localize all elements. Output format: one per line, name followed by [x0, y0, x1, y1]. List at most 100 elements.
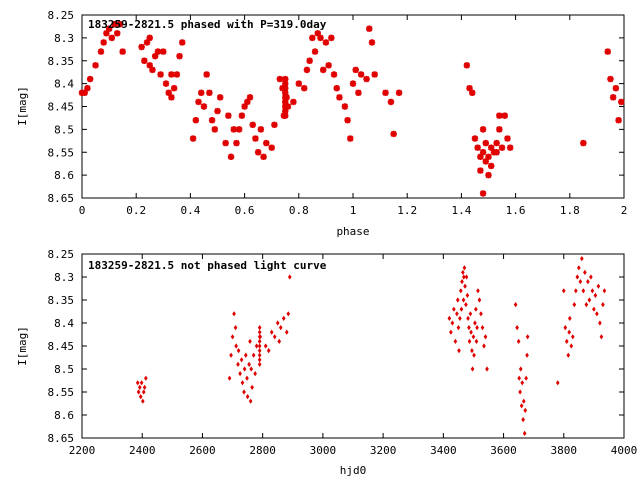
data-point — [449, 329, 453, 335]
data-point — [607, 75, 614, 83]
data-point — [387, 98, 395, 106]
data-point — [235, 126, 243, 133]
x-ticks: 0 0.2 0.4 0.6 0.8 1 1.2 1.4 1.6 1.8 2 — [79, 15, 628, 217]
data-point — [466, 315, 470, 321]
data-point — [269, 329, 274, 335]
data-point — [168, 71, 175, 78]
data-point — [248, 338, 252, 344]
data-point — [254, 343, 259, 349]
x-tick-label: 0.2 — [126, 204, 146, 217]
phased-light-curve-panel: 0 0.2 0.4 0.6 0.8 1 1.2 1.4 1.6 1.8 2 8.258.38.358… — [16, 9, 627, 238]
data-point — [139, 380, 144, 386]
data-point — [504, 135, 511, 142]
data-point — [485, 171, 492, 179]
data-point — [470, 348, 474, 354]
plot-frame — [81, 253, 625, 439]
data-point — [456, 325, 461, 331]
data-point — [257, 357, 262, 363]
data-point — [480, 325, 485, 331]
data-point — [474, 144, 481, 151]
data-point — [590, 288, 595, 294]
data-point — [227, 153, 235, 161]
data-point — [479, 126, 487, 133]
data-point — [587, 297, 592, 303]
data-point — [461, 297, 466, 303]
data-point — [236, 361, 240, 367]
data-point — [522, 430, 527, 436]
data-point — [450, 320, 455, 326]
data-point — [282, 89, 289, 96]
data-point — [225, 112, 232, 119]
data-point — [97, 48, 105, 55]
data-point — [245, 394, 250, 400]
data-point — [86, 75, 94, 83]
data-point — [471, 334, 476, 340]
data-point — [564, 338, 569, 344]
data-point — [260, 153, 267, 161]
x-tick-label: 1 — [350, 204, 357, 217]
data-point — [242, 366, 247, 372]
data-point — [232, 311, 236, 317]
x-tick-label: 3200 — [370, 444, 397, 457]
data-point — [257, 329, 262, 335]
data-point — [257, 338, 262, 344]
data-point — [282, 98, 289, 106]
data-point — [211, 126, 218, 133]
data-point — [523, 407, 528, 413]
data-point — [271, 121, 278, 128]
data-point — [455, 311, 459, 317]
data-point — [482, 158, 489, 165]
data-point — [609, 94, 617, 101]
data-point — [453, 338, 458, 344]
x-tick-label: 1.6 — [506, 204, 526, 217]
data-point — [474, 338, 479, 344]
data-point — [200, 103, 208, 110]
data-point — [586, 279, 590, 285]
data-point — [479, 311, 483, 317]
data-point — [244, 98, 251, 106]
data-point — [287, 274, 292, 280]
data-point — [466, 85, 473, 92]
x-tick-label: 2600 — [189, 444, 216, 457]
data-point — [136, 389, 141, 395]
data-point — [462, 265, 467, 271]
data-point — [105, 25, 113, 32]
data-point — [488, 144, 495, 151]
data-point — [283, 94, 290, 101]
x-tick-label: 3600 — [490, 444, 517, 457]
data-point — [349, 80, 357, 87]
data-point — [282, 112, 289, 119]
x-tick-label: 1.2 — [397, 204, 417, 217]
data-point — [525, 352, 529, 358]
data-point — [247, 361, 251, 367]
data-point — [214, 107, 221, 115]
data-point — [257, 352, 262, 358]
data-point — [501, 112, 508, 119]
chart-title: 183259-2821.5 phased with P=319.0day — [88, 18, 327, 31]
x-tick-label: 2 — [621, 204, 628, 217]
data-point — [92, 62, 99, 69]
data-point — [567, 315, 572, 321]
data-point — [100, 39, 107, 46]
data-point — [477, 153, 484, 161]
x-tick-label: 1.4 — [451, 204, 471, 217]
data-point — [593, 292, 598, 298]
data-point — [468, 311, 473, 317]
data-point — [173, 71, 181, 78]
data-point — [390, 130, 397, 138]
data-point — [347, 135, 354, 142]
data-point — [230, 334, 235, 340]
data-point — [249, 121, 256, 128]
data-point — [563, 325, 568, 331]
data-point — [336, 94, 343, 101]
data-point — [284, 103, 292, 110]
data-point — [467, 338, 472, 344]
data-point — [160, 48, 167, 55]
data-point — [149, 66, 156, 74]
y-axis-label: I[mag] — [16, 86, 29, 126]
y-tick-label: 8.6 — [54, 409, 74, 422]
data-point — [119, 48, 126, 55]
data-point — [469, 329, 473, 335]
data-point — [246, 94, 254, 101]
data-point — [518, 389, 522, 395]
